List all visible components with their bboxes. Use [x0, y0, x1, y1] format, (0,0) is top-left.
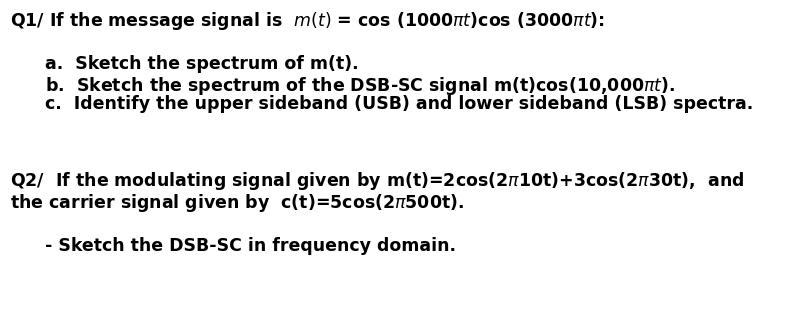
Text: Q2/  If the modulating signal given by m(t)=2cos(2$\pi$10t)+3cos(2$\pi$30t),  an: Q2/ If the modulating signal given by m(…	[10, 170, 745, 192]
Text: - Sketch the DSB-SC in frequency domain.: - Sketch the DSB-SC in frequency domain.	[45, 237, 456, 255]
Text: c.  Identify the upper sideband (USB) and lower sideband (LSB) spectra.: c. Identify the upper sideband (USB) and…	[45, 95, 753, 113]
Text: Q1/ If the message signal is  $m(t)$ = cos (1000$\pi t$)cos (3000$\pi t$):: Q1/ If the message signal is $m(t)$ = co…	[10, 10, 605, 32]
Text: a.  Sketch the spectrum of m(t).: a. Sketch the spectrum of m(t).	[45, 55, 359, 73]
Text: the carrier signal given by  c(t)=5cos(2$\pi$500t).: the carrier signal given by c(t)=5cos(2$…	[10, 192, 464, 214]
Text: b.  Sketch the spectrum of the DSB-SC signal m(t)cos(10,000$\pi t$).: b. Sketch the spectrum of the DSB-SC sig…	[45, 75, 675, 97]
